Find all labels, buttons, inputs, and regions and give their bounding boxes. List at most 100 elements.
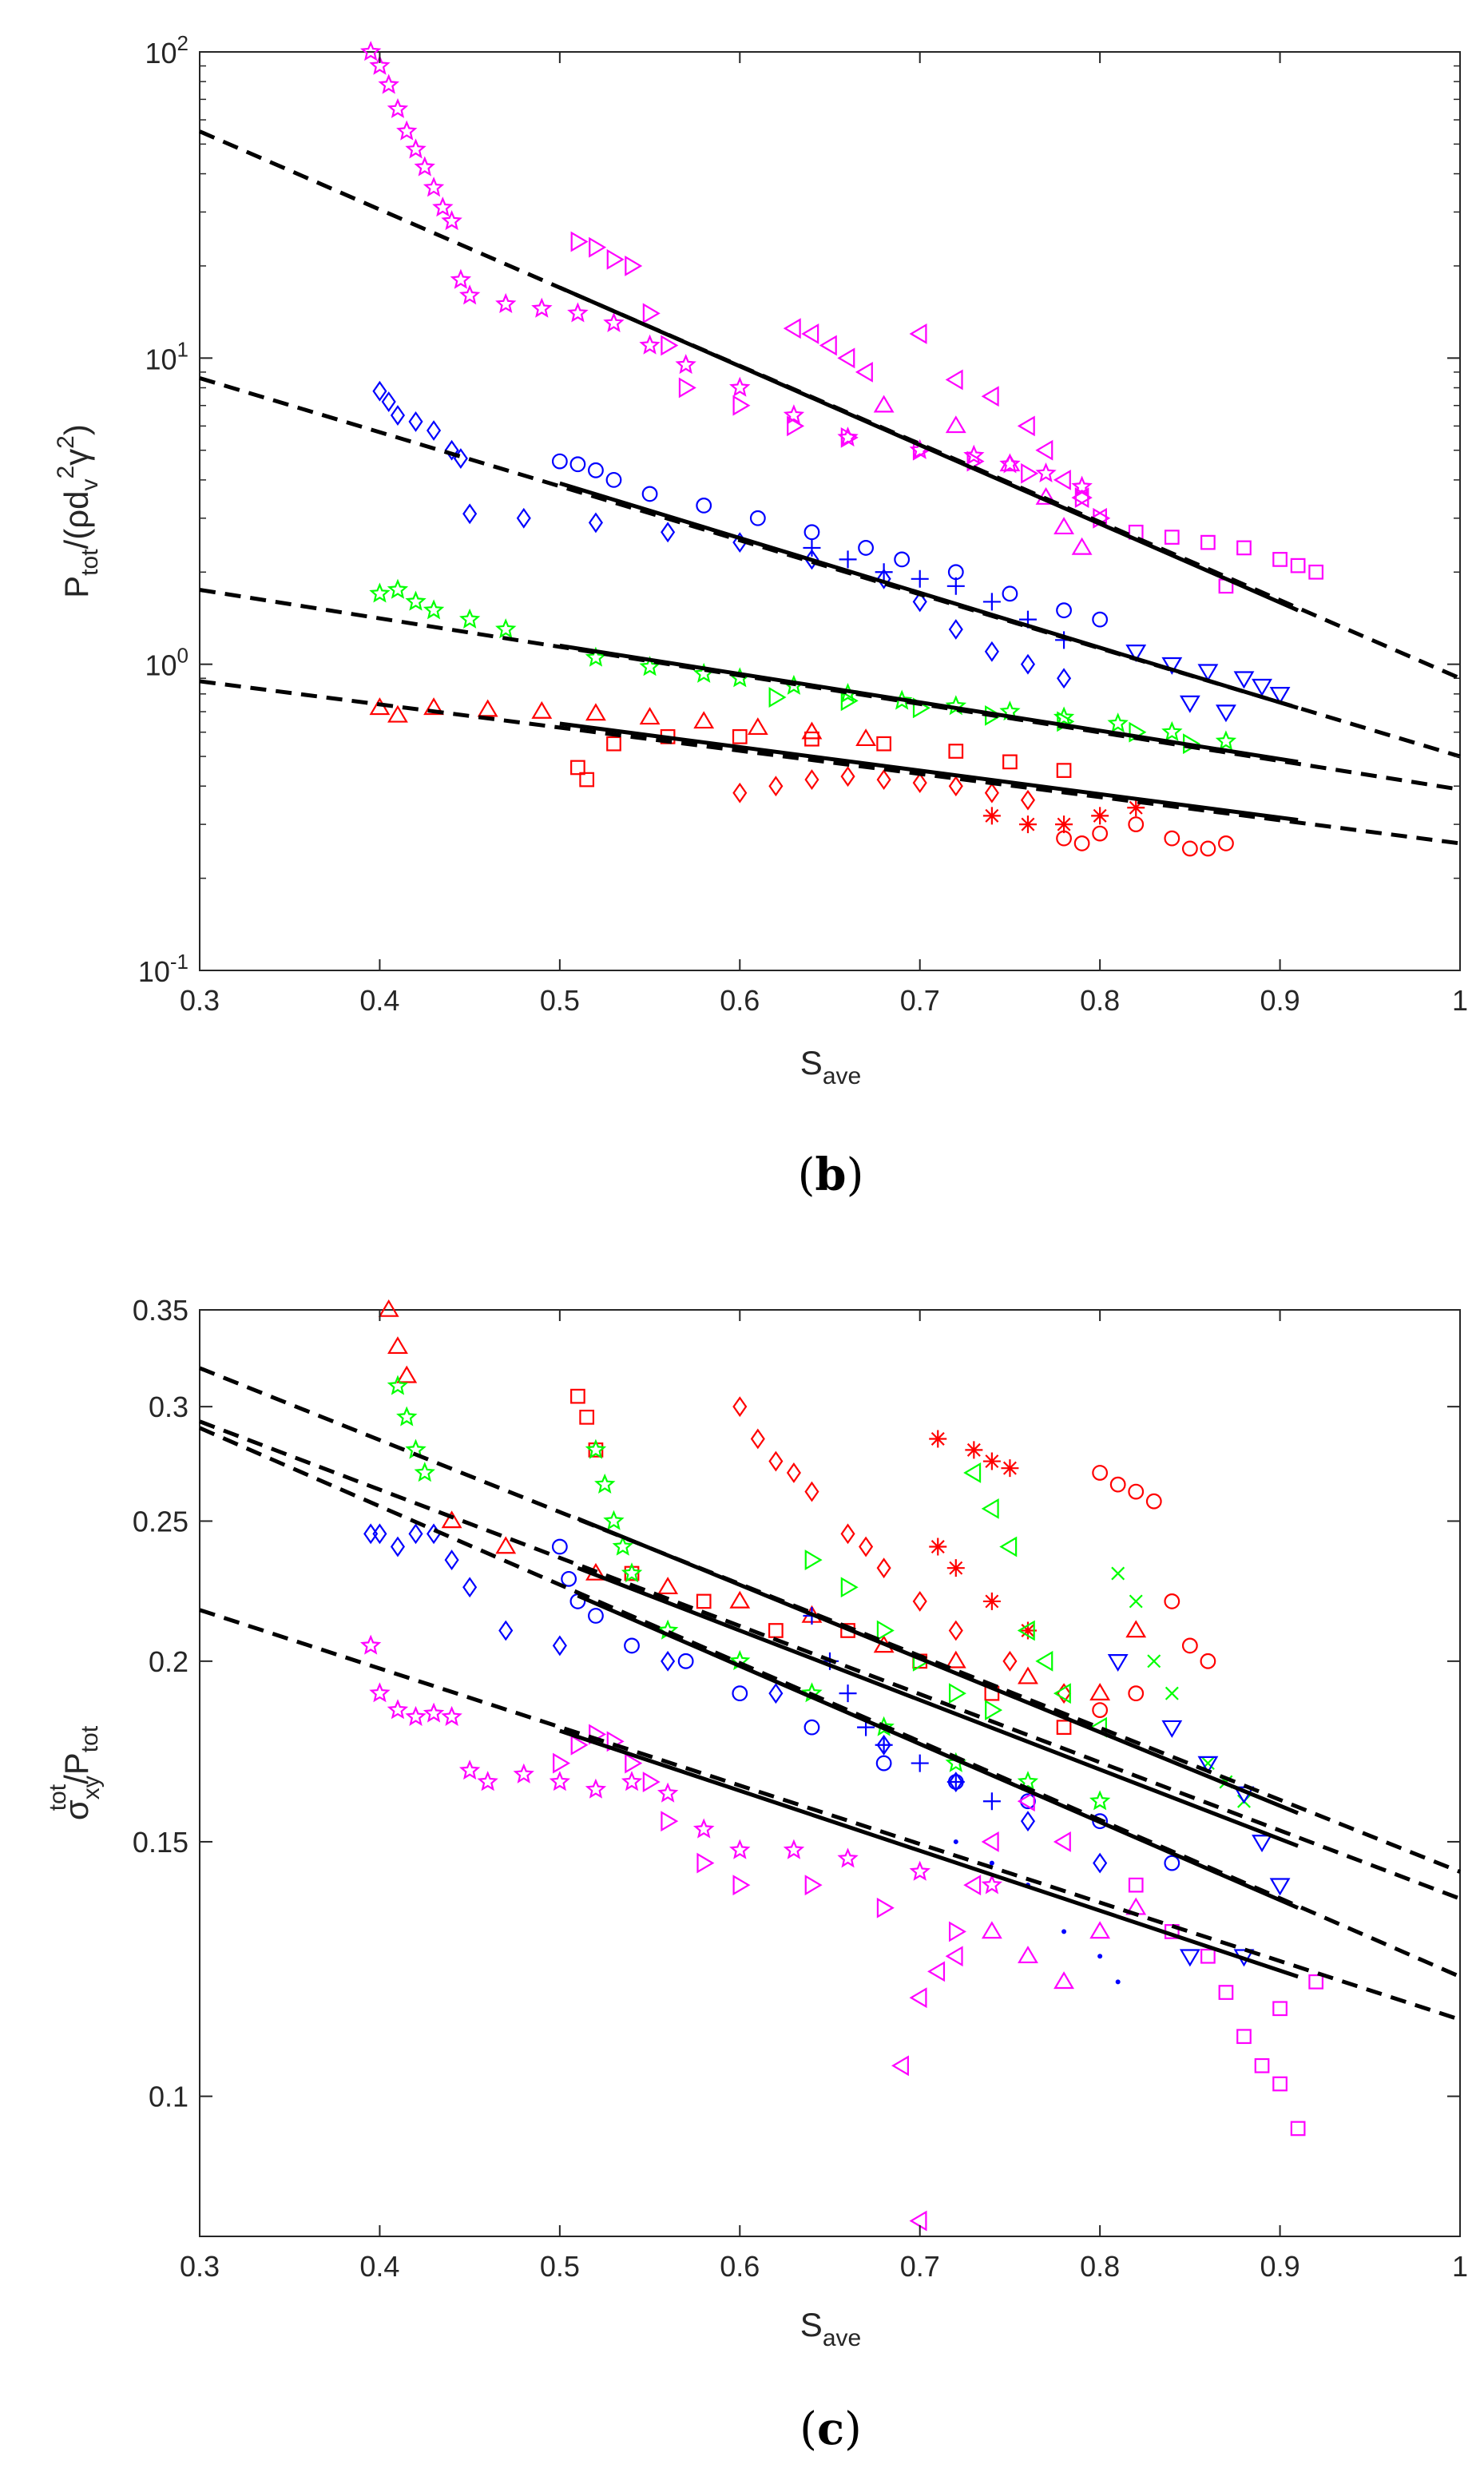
data-point-trileft [783,318,801,339]
data-point-tridown [1107,1654,1129,1672]
data-point-triright [876,1897,895,1918]
data-point-triright [1074,487,1093,509]
series-blue-circle [551,453,1109,628]
data-point-circle [1200,840,1216,857]
solid-fit-line [558,285,1299,613]
data-point-star [567,302,589,323]
solid-fit-line [577,1593,1299,1911]
data-point-star [1089,1790,1111,1811]
data-point-diamond [840,1523,855,1545]
data-point-triup [423,697,444,716]
data-point-triright [840,690,859,712]
data-point-diamond [948,776,963,797]
data-point-plus [803,538,821,557]
panel-c-fit-lines [199,1366,1461,2022]
data-point-diamond [732,782,748,803]
dashed-fit-line [199,1419,1461,1901]
data-point-circle [1002,585,1018,602]
data-point-star [359,41,382,62]
data-point-diamond [390,1536,406,1557]
data-point-star [585,646,607,667]
data-point-plus [982,1792,1001,1811]
y-tick-label: 0.2 [149,1645,188,1678]
data-point-diamond [1057,668,1072,689]
data-point-circle [1092,611,1109,628]
y-tick-label: 0.35 [133,1294,188,1327]
data-point-triup [1053,1971,1074,1990]
data-point-star [414,156,435,177]
data-point-diamond [912,591,927,613]
series-blue-diamond [372,380,1072,689]
data-point-tridown [1179,695,1200,713]
data-point-circle [1164,830,1180,847]
data-point-triright [787,415,805,437]
data-point-triright [678,377,696,399]
data-point-triright [570,1734,589,1756]
data-point-trileft [1035,439,1053,461]
data-point-star [414,1462,435,1482]
data-point-triup [999,454,1021,472]
data-point-square [606,736,621,752]
data-point-triup [441,1510,462,1529]
data-point-circle [1200,1653,1216,1669]
data-point-diamond [840,766,855,788]
data-point-trileft [999,1536,1018,1557]
data-point-star [603,311,625,332]
x-tick-label: 0.7 [900,984,940,1017]
data-point-triup [945,1650,966,1668]
data-point-diamond [552,1635,567,1657]
data-point-circle [605,471,622,488]
data-point-star [1035,462,1057,483]
series-magenta-triangle-left [891,1791,1071,2232]
data-point-circle [696,498,712,514]
data-point-asterisk [982,1592,1001,1610]
data-point-trileft [855,361,873,383]
data-point-triright [625,256,643,276]
data-point-triup [873,395,895,413]
data-point-circle [1056,602,1072,619]
data-point-circle [677,1653,694,1669]
data-point-circle [875,1755,892,1772]
data-point-star [999,453,1021,474]
data-point-trileft [981,386,999,407]
solid-fit-line [559,1728,1299,1979]
data-point-plus [946,577,965,595]
data-point-star [423,1702,445,1723]
data-point-trileft [837,347,855,369]
data-point-circle [1218,835,1234,851]
data-point-tridown [1269,1878,1291,1896]
data-point-circle [588,1608,604,1624]
series-magenta-triangle-right [553,1724,966,1942]
data-point-triup [585,703,606,721]
data-point-star [432,196,454,217]
panel-c-label: (c) [800,2403,862,2455]
data-point-square [570,760,585,776]
x-tick-label: 1 [1452,984,1468,1017]
data-point-diamond [408,411,423,432]
data-point-diamond [876,1557,891,1579]
data-point-square [732,729,748,744]
data-point-star [387,1699,409,1720]
data-point-star [495,618,517,639]
data-point-star [369,54,391,75]
data-point-trileft [945,369,963,391]
data-point-star [603,1510,625,1530]
data-point-cross [1147,1654,1161,1668]
data-point-tridown [1125,644,1147,662]
series-magenta-triangle-up [873,395,1093,555]
series-red-circle [1092,1465,1216,1719]
panel-b-chart: 0.3 0.4 0.5 0.6 0.7 0.8 0.9 1 10-1 100 1… [53,31,1468,1201]
data-point-star [612,1535,633,1556]
data-point-star [675,354,696,375]
y-tick-exponent: 2 [177,31,188,55]
data-point-triup [1125,1620,1147,1638]
data-point-circle [1092,1813,1109,1830]
data-point-star [378,73,399,94]
data-point-star [783,404,805,425]
data-point-square [1200,534,1216,550]
data-point-trileft [1035,1650,1053,1672]
data-point-diamond [427,420,442,441]
data-point-asterisk [946,1559,965,1577]
data-point-star [441,1705,462,1726]
series-magenta-square [1128,1877,1324,2137]
